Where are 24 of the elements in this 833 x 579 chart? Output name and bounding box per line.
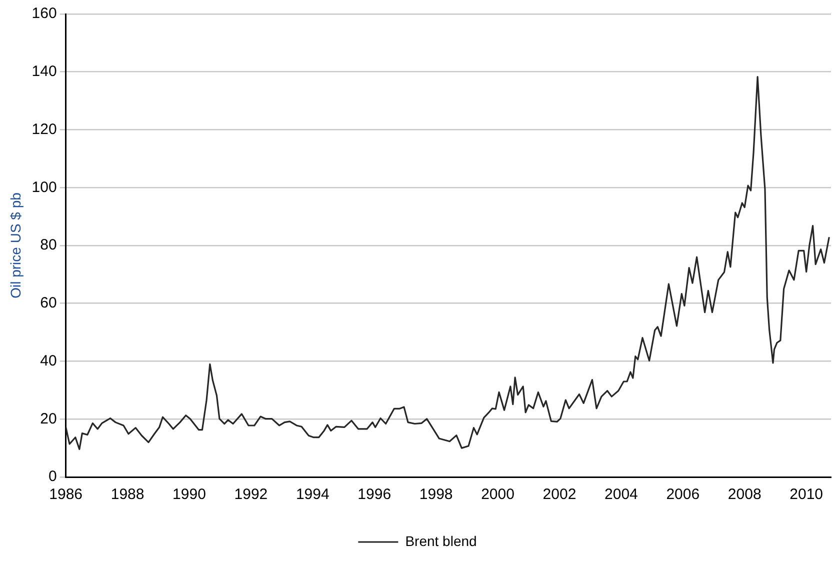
x-tick-label: 1990 — [172, 486, 206, 504]
x-tick-label: 2010 — [790, 486, 824, 504]
y-tick-label: 80 — [40, 236, 57, 254]
x-tick-label: 1986 — [49, 486, 83, 504]
y-tick-label: 20 — [40, 410, 57, 428]
y-tick-label: 60 — [40, 294, 57, 312]
x-tick-label: 1988 — [110, 486, 144, 504]
legend-label: Brent blend — [405, 532, 477, 549]
y-tick-label: 140 — [32, 63, 57, 80]
y-tick-label: 160 — [32, 5, 57, 22]
x-tick-label: 1998 — [419, 486, 453, 504]
x-tick-label: 1992 — [234, 486, 268, 504]
y-axis-title: Oil price US $ pb — [7, 192, 24, 298]
y-tick-label: 100 — [32, 178, 57, 196]
y-tick-label: 0 — [48, 468, 57, 486]
x-tick-label: 1996 — [358, 486, 392, 504]
y-tick-label: 40 — [40, 352, 57, 370]
x-tick-label: 2002 — [542, 486, 576, 504]
x-tick-label: 2004 — [604, 486, 638, 504]
x-tick-label: 2000 — [481, 486, 514, 504]
y-tick-label: 120 — [32, 120, 57, 138]
x-tick-label: 2008 — [728, 486, 762, 504]
x-tick-label: 1994 — [296, 486, 330, 504]
x-tick-label: 2006 — [666, 486, 700, 504]
